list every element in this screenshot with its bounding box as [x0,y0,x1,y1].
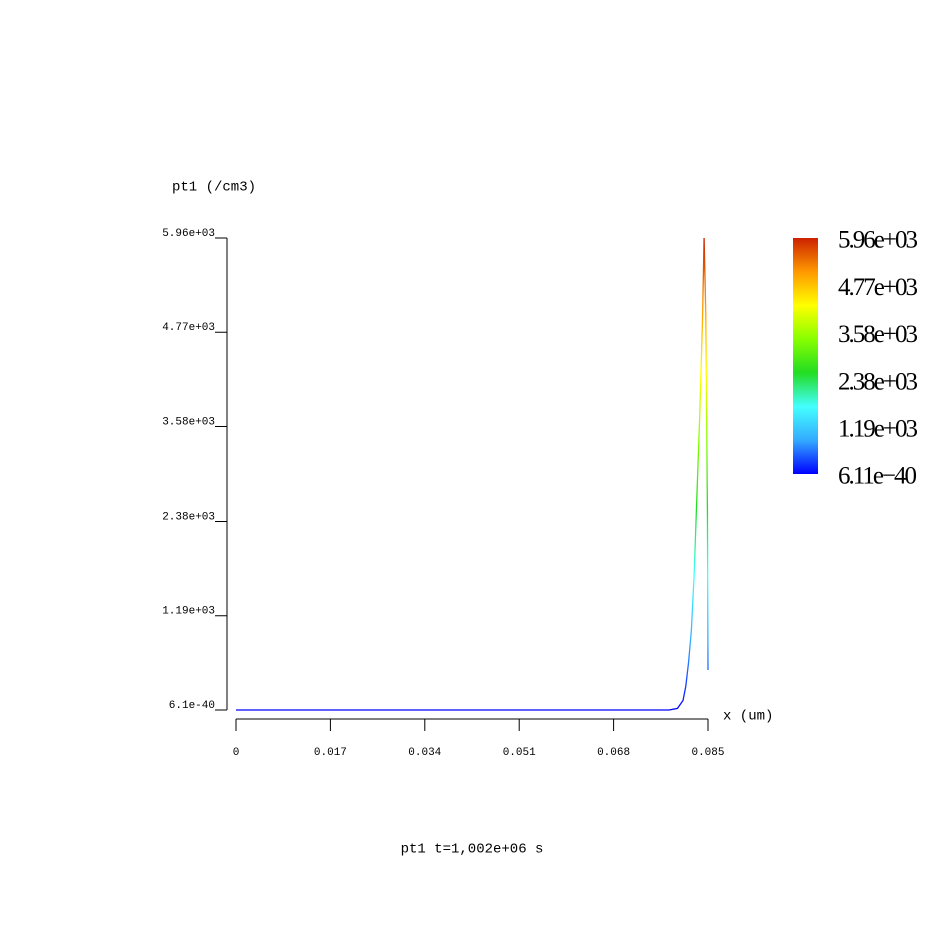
y-axis-label: pt1 (/cm3) [172,180,256,196]
y-tick-label: 3.58e+03 [162,416,215,428]
x-tick-label: 0.085 [691,747,724,759]
colorbar-tick-label: 6.11e−40 [838,463,917,490]
y-tick-label: 4.77e+03 [162,322,215,334]
x-tick-label: 0 [233,747,240,759]
colorbar [793,238,818,474]
y-tick-label: 1.19e+03 [162,606,215,618]
x-tick-label: 0.017 [314,747,347,759]
x-tick-label: 0.034 [408,747,441,759]
x-axis-label: x (um) [723,709,773,725]
colorbar-tick-label: 1.19e+03 [838,416,917,443]
colorbar-tick-label: 2.38e+03 [838,368,917,395]
data-line [236,237,709,711]
y-tick-label: 5.96e+03 [162,228,215,240]
y-tick-label: 2.38e+03 [162,511,215,523]
y-tick-label: 6.1e-40 [169,700,215,712]
colorbar-tick-label: 3.58e+03 [838,321,917,348]
colorbar-tick-label: 5.96e+03 [838,227,917,254]
chart-title: pt1 t=1,002e+06 s [401,842,544,858]
x-tick-label: 0.068 [597,747,630,759]
colorbar-tick-label: 4.77e+03 [838,274,917,301]
x-tick-label: 0.051 [503,747,536,759]
